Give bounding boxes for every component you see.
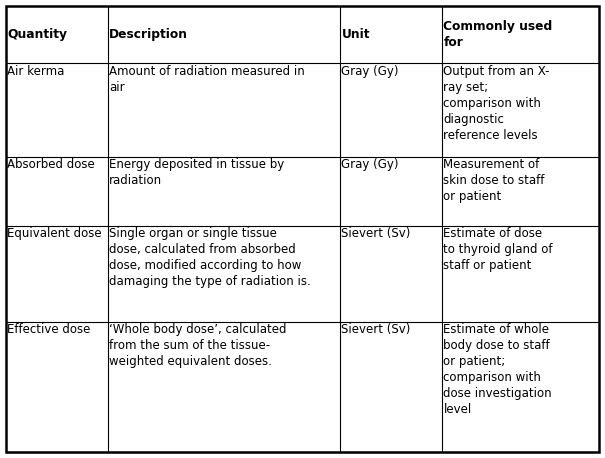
Text: Equivalent dose: Equivalent dose [7, 227, 102, 240]
Text: Estimate of dose
to thyroid gland of
staff or patient: Estimate of dose to thyroid gland of sta… [443, 227, 553, 273]
Text: Sievert (Sv): Sievert (Sv) [341, 323, 411, 336]
Text: Estimate of whole
body dose to staff
or patient;
comparison with
dose investigat: Estimate of whole body dose to staff or … [443, 323, 552, 416]
Text: Absorbed dose: Absorbed dose [7, 158, 95, 171]
Text: Effective dose: Effective dose [7, 323, 90, 336]
Text: Commonly used
for: Commonly used for [443, 20, 553, 49]
Text: ‘Whole body dose’, calculated
from the sum of the tissue-
weighted equivalent do: ‘Whole body dose’, calculated from the s… [109, 323, 287, 368]
Text: Air kerma: Air kerma [7, 65, 64, 77]
Text: Output from an X-
ray set;
comparison with
diagnostic
reference levels: Output from an X- ray set; comparison wi… [443, 65, 550, 142]
Text: Single organ or single tissue
dose, calculated from absorbed
dose, modified acco: Single organ or single tissue dose, calc… [109, 227, 311, 289]
Text: Sievert (Sv): Sievert (Sv) [341, 227, 411, 240]
Text: Measurement of
skin dose to staff
or patient: Measurement of skin dose to staff or pat… [443, 158, 545, 203]
Text: Energy deposited in tissue by
radiation: Energy deposited in tissue by radiation [109, 158, 284, 187]
Text: Gray (Gy): Gray (Gy) [341, 65, 399, 77]
Text: Quantity: Quantity [7, 28, 67, 41]
Text: Unit: Unit [341, 28, 370, 41]
Text: Gray (Gy): Gray (Gy) [341, 158, 399, 171]
Text: Amount of radiation measured in
air: Amount of radiation measured in air [109, 65, 305, 93]
Text: Description: Description [109, 28, 188, 41]
